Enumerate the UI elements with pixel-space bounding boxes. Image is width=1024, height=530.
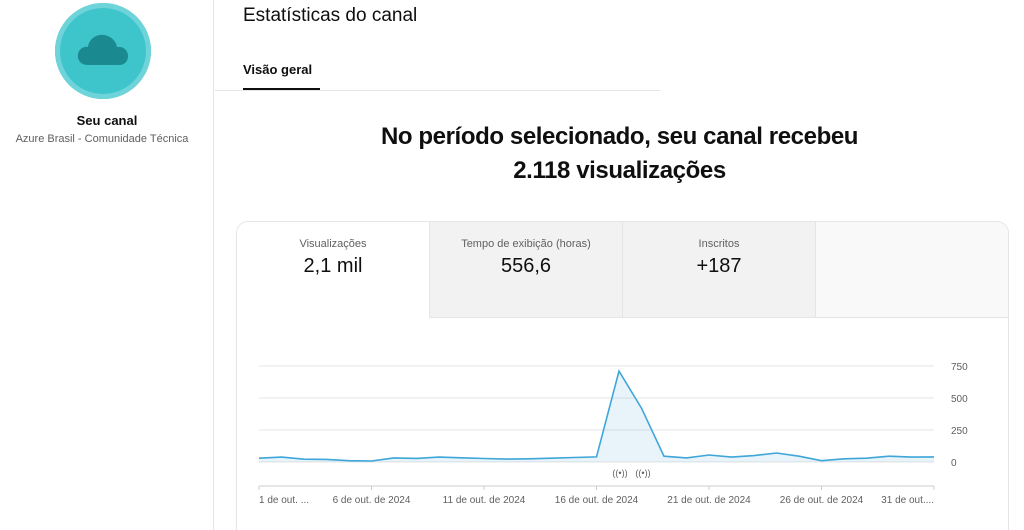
views-area bbox=[259, 371, 934, 462]
channel-name: Azure Brasil - Comunidade Técnica bbox=[15, 133, 189, 145]
metric-value: +187 bbox=[696, 255, 742, 277]
sidebar: Seu canal Azure Brasil - Comunidade Técn… bbox=[0, 0, 214, 530]
metric-tab-subscribers[interactable]: Inscritos +187 bbox=[623, 222, 816, 318]
header-divider bbox=[215, 90, 660, 91]
y-tick-label: 500 bbox=[951, 394, 968, 405]
x-tick-label: 16 de out. de 2024 bbox=[555, 495, 639, 506]
metric-tab-watch-time[interactable]: Tempo de exibição (horas) 556,6 bbox=[430, 222, 623, 318]
cloud-icon bbox=[77, 34, 128, 65]
tab-overview[interactable]: Visão geral bbox=[243, 62, 313, 77]
live-icon: ((•)) bbox=[635, 468, 650, 478]
analytics-card: Visualizações 2,1 mil Tempo de exibição … bbox=[236, 221, 1009, 530]
x-tick-label: 31 de out.... bbox=[881, 495, 934, 506]
channel-title: Seu canal bbox=[76, 113, 138, 128]
views-chart-svg: 750 500 250 0 ((•)) ((•)) 1 de out. ... 6 de ou… bbox=[258, 362, 968, 506]
summary-headline: No período selecionado, seu canal recebe… bbox=[215, 120, 1024, 188]
y-tick-label: 750 bbox=[951, 362, 968, 373]
x-tick-label: 1 de out. ... bbox=[259, 495, 309, 506]
main-content: Estatísticas do canal Visão geral No per… bbox=[215, 0, 1024, 530]
x-tick-label: 11 de out. de 2024 bbox=[443, 495, 526, 506]
metric-label: Visualizações bbox=[299, 238, 367, 250]
views-line bbox=[258, 369, 935, 462]
y-tick-label: 0 bbox=[951, 458, 957, 469]
metric-tab-views[interactable]: Visualizações 2,1 mil bbox=[237, 222, 430, 318]
x-tick-label: 26 de out. de 2024 bbox=[780, 495, 864, 506]
x-tick-label: 6 de out. de 2024 bbox=[333, 495, 411, 506]
views-chart: 750 500 250 0 ((•)) ((•)) 1 de out. ... 6 de ou… bbox=[237, 318, 1008, 530]
x-tick-label: 21 de out. de 2024 bbox=[667, 495, 751, 506]
page-title: Estatísticas do canal bbox=[243, 5, 418, 26]
metric-value: 2,1 mil bbox=[303, 255, 363, 277]
metric-label: Inscritos bbox=[698, 238, 740, 250]
metric-value: 556,6 bbox=[500, 255, 552, 277]
metric-label: Tempo de exibição (horas) bbox=[461, 238, 591, 250]
summary-line-1: No período selecionado, seu canal recebe… bbox=[380, 123, 859, 150]
metric-tab-empty bbox=[816, 222, 1008, 318]
summary-line-2: 2.118 visualizações bbox=[513, 157, 726, 184]
tab-selected-indicator bbox=[243, 88, 320, 90]
metric-tabs: Visualizações 2,1 mil Tempo de exibição … bbox=[237, 222, 1008, 318]
live-icon: ((•)) bbox=[612, 468, 627, 478]
channel-avatar[interactable] bbox=[55, 3, 151, 99]
y-tick-label: 250 bbox=[951, 426, 968, 437]
